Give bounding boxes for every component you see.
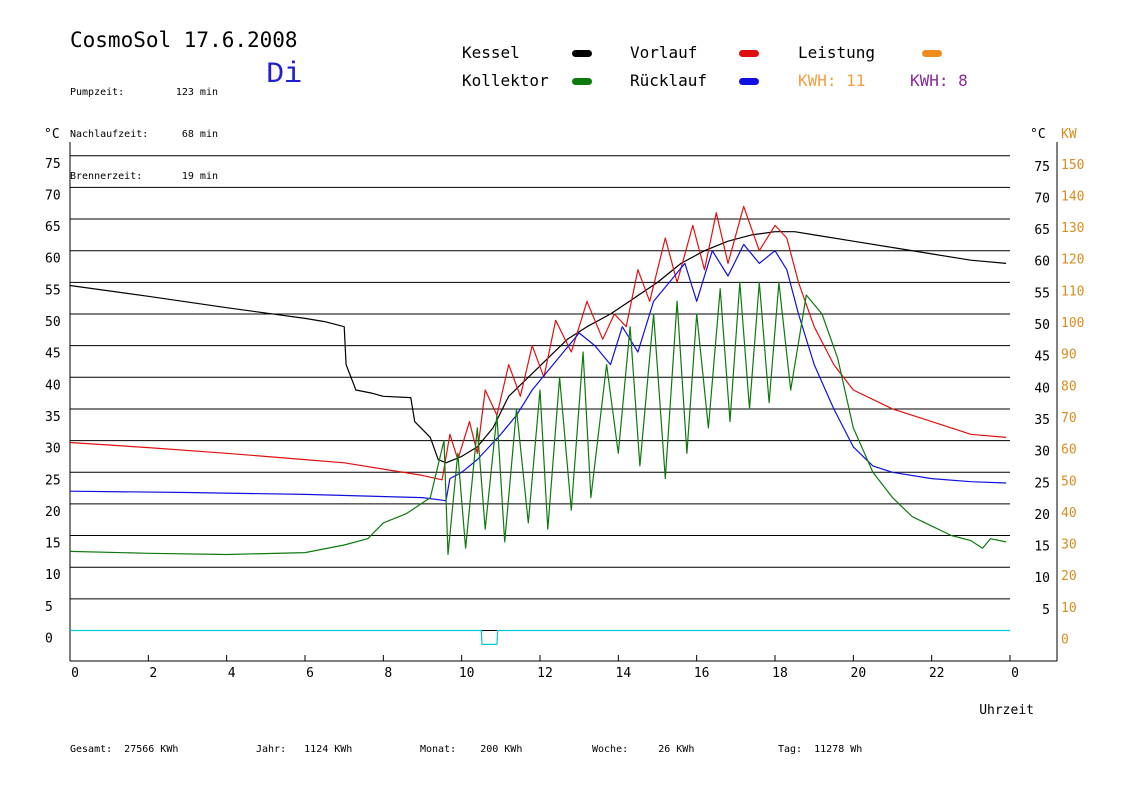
y-tick-label-right-power: 0 (1061, 633, 1069, 648)
x-tick-label: 22 (929, 666, 945, 681)
y-tick-label-right-temp: 45 (1034, 350, 1050, 365)
y-tick-label-right-power: 20 (1061, 569, 1077, 584)
y-tick-label-right-temp: 65 (1034, 223, 1050, 238)
series-line-vorlauf (69, 205, 1007, 481)
stat-value-brennerzeit: 19 min (181, 171, 218, 182)
footer-gesamt: Gesamt: 27566 KWh (70, 744, 179, 755)
y-tick-label-right-power: 80 (1061, 379, 1077, 394)
y-tick-label-left: 0 (45, 632, 53, 647)
y-tick-label-right-temp: 25 (1034, 476, 1050, 491)
y-tick-label-right-power: 130 (1061, 221, 1084, 236)
footer-tag: Tag: 11278 Wh (778, 744, 863, 755)
y-tick-label-right-power: 90 (1061, 348, 1077, 363)
y-tick-label-right-power: 10 (1061, 601, 1077, 616)
y-tick-label-right-power: 60 (1061, 443, 1077, 458)
stat-values: 123 min 68 min 19 min (168, 58, 218, 212)
series-line-kollektor (69, 281, 1007, 556)
kwh-purple-label: KWH: 8 (910, 71, 968, 90)
series-line-rcklauf (69, 243, 1007, 502)
stat-value-nachlaufzeit: 68 min (181, 129, 218, 140)
x-tick-label: 12 (537, 666, 553, 681)
y-tick-label-right-temp: 75 (1034, 160, 1050, 175)
y-tick-label-left: 65 (45, 220, 61, 235)
x-tick-label: 0 (1011, 666, 1019, 681)
y-tick-label-right-temp: 30 (1034, 445, 1050, 460)
y-tick-label-right-temp: 5 (1042, 603, 1050, 618)
legend-swatch-vorlauf (739, 50, 759, 57)
x-tick-label: 16 (694, 666, 710, 681)
y-tick-label-right-temp: 55 (1034, 286, 1050, 301)
y-tick-label-left: 30 (45, 442, 61, 457)
legend-label-kessel: Kessel (462, 43, 520, 62)
y-tick-label-right-power: 40 (1061, 506, 1077, 521)
x-tick-label: 8 (384, 666, 392, 681)
x-tick-label: 10 (459, 666, 475, 681)
y-tick-label-left: 15 (45, 537, 61, 552)
stat-labels: Pumpzeit: Nachlaufzeit: Brennerzeit: (70, 58, 148, 212)
legend-swatch-kessel (572, 50, 592, 57)
legend-label-kollektor: Kollektor (462, 71, 549, 90)
y-tick-label-left: 20 (45, 505, 61, 520)
y-tick-label-left: 60 (45, 252, 61, 267)
y-tick-label-right-power: 110 (1061, 284, 1084, 299)
legend-label-ruecklauf: Rücklauf (630, 71, 708, 90)
y-axis-unit-left: °C (44, 127, 60, 142)
y-tick-label-right-temp: 50 (1034, 318, 1050, 333)
y-tick-label-right-power: 140 (1061, 189, 1084, 204)
y-tick-label-right-temp: 40 (1034, 381, 1050, 396)
y-tick-label-right-temp: 15 (1034, 540, 1050, 555)
y-tick-label-right-temp: 10 (1034, 571, 1050, 586)
x-tick-label: 6 (306, 666, 314, 681)
y-tick-label-right-temp: 70 (1034, 191, 1050, 206)
y-tick-label-right-temp: 60 (1034, 255, 1050, 270)
footer-jahr: Jahr: 1124 KWh (256, 744, 353, 755)
series-line-kessel (69, 231, 1007, 464)
y-tick-label-left: 50 (45, 315, 61, 330)
x-axis-label: Uhrzeit (979, 703, 1034, 718)
x-tick-label: 18 (772, 666, 788, 681)
stat-label-nachlaufzeit: Nachlaufzeit: (70, 129, 149, 140)
weekday-label: Di (266, 58, 303, 92)
legend-swatch-leistung (922, 50, 942, 57)
y-tick-label-left: 45 (45, 347, 61, 362)
legend-swatch-ruecklauf (739, 78, 759, 85)
stat-label-pumpzeit: Pumpzeit: (70, 87, 125, 98)
y-tick-label-right-power: 70 (1061, 411, 1077, 426)
y-tick-label-right-power: 30 (1061, 538, 1077, 553)
x-tick-label: 14 (616, 666, 632, 681)
y-tick-label-left: 55 (45, 283, 61, 298)
y-axis-unit-right-temp: °C (1030, 127, 1046, 142)
y-axis-unit-right-power: KW (1061, 127, 1077, 142)
series-line-leistung (70, 629, 1010, 645)
stat-label-brennerzeit: Brennerzeit: (70, 171, 143, 182)
y-tick-label-left: 75 (45, 157, 61, 172)
x-tick-label: 20 (851, 666, 867, 681)
y-tick-label-left: 35 (45, 410, 61, 425)
y-tick-label-right-power: 120 (1061, 253, 1084, 268)
legend-swatch-kollektor (572, 78, 592, 85)
y-tick-label-left: 40 (45, 378, 61, 393)
y-tick-label-right-temp: 20 (1034, 508, 1050, 523)
y-tick-label-right-power: 100 (1061, 316, 1084, 331)
x-tick-label: 2 (149, 666, 157, 681)
y-tick-label-left: 10 (45, 568, 61, 583)
page-title: CosmoSol 17.6.2008 (70, 28, 298, 52)
y-tick-label-left: 5 (45, 600, 53, 615)
footer-monat: Monat: 200 KWh (420, 744, 523, 755)
legend-label-leistung: Leistung (798, 43, 876, 62)
y-tick-label-right-power: 50 (1061, 474, 1077, 489)
footer-woche: Woche: 26 KWh (592, 744, 695, 755)
legend-label-vorlauf: Vorlauf (630, 43, 698, 62)
y-tick-label-left: 25 (45, 473, 61, 488)
stat-value-pumpzeit: 123 min (175, 87, 218, 98)
y-tick-label-right-temp: 35 (1034, 413, 1050, 428)
x-tick-label: 0 (71, 666, 79, 681)
y-tick-label-left: 70 (45, 188, 61, 203)
x-tick-label: 4 (228, 666, 236, 681)
kwh-orange-label: KWH: 11 (798, 71, 866, 90)
y-tick-label-right-power: 150 (1061, 158, 1084, 173)
